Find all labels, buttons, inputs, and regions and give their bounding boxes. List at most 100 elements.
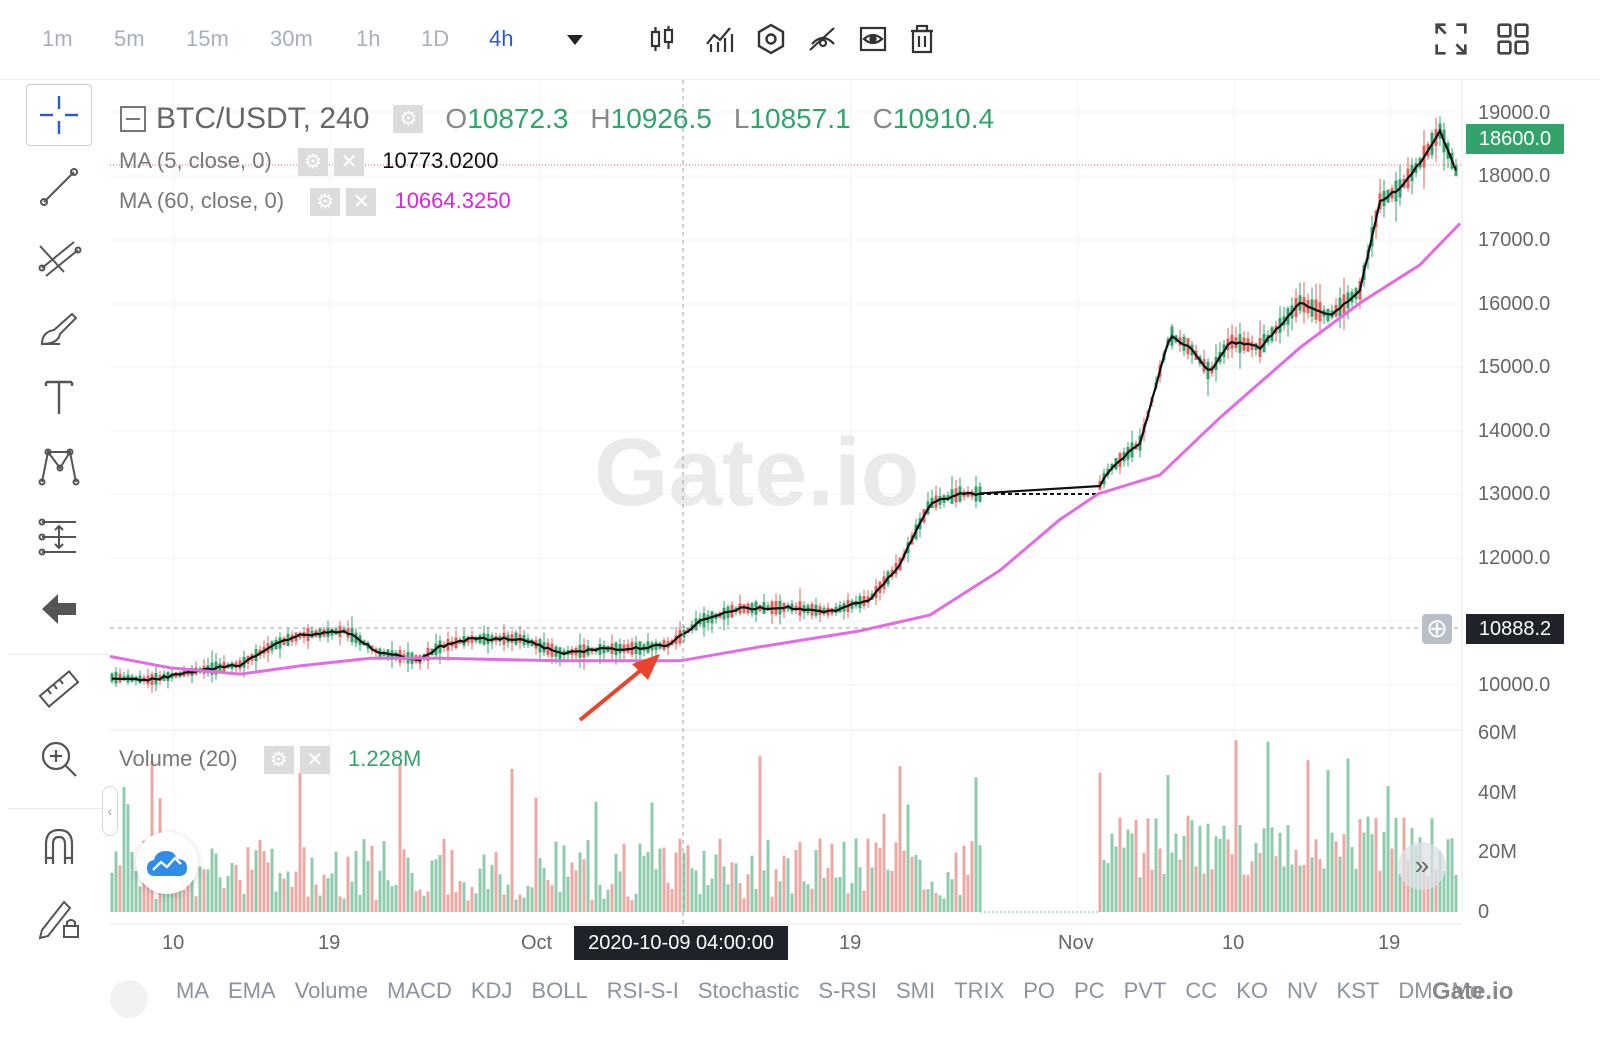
indicators-icon[interactable] [703, 22, 737, 56]
add-alert-plus-icon[interactable]: ⊕ [1422, 614, 1452, 644]
date-axis-label: Oct [521, 932, 553, 954]
volume-bar [286, 871, 290, 912]
ruler-tool-icon[interactable] [26, 658, 92, 720]
timeframe-4h[interactable]: 4h [489, 26, 514, 51]
timeframe-15m[interactable]: 15m [186, 26, 229, 51]
ma60-close-icon[interactable]: ✕ [346, 188, 377, 217]
brush-tool-icon[interactable] [26, 296, 92, 358]
indicator-volume[interactable]: Volume [294, 978, 369, 1003]
indicator-stochastic[interactable]: Stochastic [697, 978, 800, 1003]
indicator-macd[interactable]: MACD [387, 978, 452, 1003]
price-axis-label: 15000.0 [1478, 356, 1551, 378]
date-axis-label: 10 [1222, 932, 1245, 954]
indicator-kst[interactable]: KST [1336, 978, 1380, 1003]
volume-bar [798, 841, 802, 912]
volume-bar [294, 871, 298, 912]
last-price-tag: 18600.0 [1466, 124, 1564, 154]
volume-settings-icon[interactable]: ⚙ [263, 746, 294, 775]
settings-hexagon-icon[interactable] [754, 22, 788, 56]
indicator-ema[interactable]: EMA [228, 978, 276, 1003]
volume-bar [1446, 839, 1450, 912]
text-tool-icon[interactable] [26, 366, 92, 428]
volume-bar [786, 858, 790, 912]
indicator-ma[interactable]: MA [176, 978, 209, 1003]
indicator-dm[interactable]: DM [1398, 978, 1433, 1003]
indicator-smi[interactable]: SMI [896, 978, 936, 1003]
volume-bar [518, 894, 522, 912]
layout-grid-icon[interactable] [1496, 22, 1534, 60]
timeframe-1m[interactable]: 1m [42, 26, 73, 51]
volume-bar [1426, 876, 1430, 912]
volume-bar [574, 870, 578, 912]
lock-drawing-icon[interactable] [26, 886, 92, 948]
view-eye-icon[interactable] [856, 22, 890, 56]
zoom-in-tool-icon[interactable] [26, 728, 92, 790]
ma5-settings-icon[interactable]: ⚙ [297, 148, 328, 177]
volume-bar [658, 848, 662, 912]
volume-bar [502, 894, 506, 912]
indicator-pvt[interactable]: PVT [1123, 978, 1167, 1003]
pattern-tool-icon[interactable] [26, 436, 92, 498]
indicator-cc[interactable]: CC [1185, 978, 1218, 1003]
volume-bar [270, 848, 274, 912]
parallel-channel-tool-icon[interactable] [26, 226, 92, 288]
volume-legend: Volume (20) ⚙ ✕ 1.228M [119, 746, 421, 775]
indicator-rsi-s-i[interactable]: RSI-S-I [606, 978, 679, 1003]
hide-drawings-icon[interactable] [806, 22, 840, 56]
timeframe-5m[interactable]: 5m [114, 26, 145, 51]
collapse-legend-icon[interactable] [120, 106, 146, 132]
high-key: H [590, 103, 611, 134]
timeframe-dropdown-icon[interactable] [558, 22, 592, 56]
measure-tool-icon[interactable] [26, 506, 92, 568]
indicator-kdj[interactable]: KDJ [470, 978, 513, 1003]
volume-bar [966, 874, 970, 912]
indicator-po[interactable]: PO [1023, 978, 1056, 1003]
volume-close-icon[interactable]: ✕ [299, 746, 330, 775]
back-arrow-icon[interactable] [26, 578, 92, 640]
volume-bar [1390, 848, 1394, 912]
candle-body [110, 673, 114, 682]
indicator-mo[interactable]: Mo [1451, 978, 1483, 1003]
timeframe-1h[interactable]: 1h [356, 26, 381, 51]
fullscreen-icon[interactable] [1434, 22, 1472, 60]
cloud-sync-icon[interactable] [136, 832, 198, 894]
indicator-s-rsi[interactable]: S-RSI [818, 978, 877, 1003]
symbol-settings-icon[interactable]: ⚙ [393, 105, 424, 133]
ma60-line [109, 222, 1462, 676]
ma60-settings-icon[interactable]: ⚙ [310, 188, 341, 217]
volume-bar [770, 896, 774, 912]
crosshair-tool-icon[interactable] [26, 84, 92, 146]
volume-bar [218, 877, 222, 912]
volume-bar [1198, 825, 1202, 912]
indicator-nv[interactable]: NV [1286, 978, 1318, 1003]
volume-bar [1114, 846, 1118, 912]
volume-bar [766, 839, 770, 912]
volume-bar [1282, 866, 1286, 912]
magnet-tool-icon[interactable] [26, 816, 92, 878]
indicator-trix[interactable]: TRIX [954, 978, 1005, 1003]
indicator-scroll-left-button[interactable] [110, 980, 148, 1018]
volume-bar [1246, 875, 1250, 912]
volume-bar [590, 899, 594, 912]
collapse-toolbar-handle[interactable]: ‹ [102, 786, 118, 836]
volume-bar [946, 872, 950, 912]
trend-line-tool-icon[interactable] [26, 156, 92, 218]
volume-bar [726, 884, 730, 912]
scroll-to-latest-icon[interactable]: » [1398, 842, 1446, 890]
volume-bar [870, 867, 874, 912]
volume-bar [1258, 852, 1262, 912]
delete-trash-icon[interactable] [905, 22, 939, 56]
candle-body [602, 645, 606, 654]
annotation-arrow-shaft [578, 664, 648, 722]
volume-bar [534, 797, 538, 912]
indicator-ko[interactable]: KO [1236, 978, 1268, 1003]
indicator-boll[interactable]: BOLL [531, 978, 588, 1003]
ma5-close-icon[interactable]: ✕ [334, 148, 365, 177]
indicator-pc[interactable]: PC [1074, 978, 1105, 1003]
timeframe-30m[interactable]: 30m [270, 26, 313, 51]
timeframe-1d[interactable]: 1D [421, 26, 450, 51]
candle-type-icon[interactable] [645, 22, 679, 56]
ma5-label: MA (5, close, 0) [119, 148, 272, 173]
